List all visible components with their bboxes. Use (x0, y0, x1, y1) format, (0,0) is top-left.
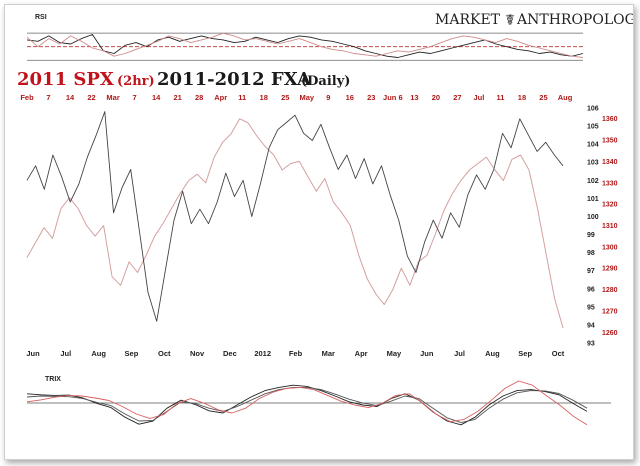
bottom-axis-label: 2012 (254, 349, 271, 358)
bottom-axis-label: Jun (26, 349, 40, 358)
spx-axis-tick: 1260 (602, 330, 618, 337)
top-axis-label: 11 (238, 93, 246, 102)
spx-axis-tick: 1280 (602, 287, 618, 294)
spx-axis-tick: 1350 (602, 138, 618, 145)
bottom-axis-label: Jun (420, 349, 434, 358)
bottom-axis-label: Dec (223, 349, 237, 358)
fxa-axis-tick: 99 (587, 232, 595, 239)
spx-axis-tick: 1360 (602, 116, 618, 123)
fxa-axis-tick: 93 (587, 341, 595, 348)
top-axis-label: Apr (214, 93, 227, 102)
rsi-line-0 (26, 34, 584, 58)
price-series (26, 111, 564, 329)
top-axis-label: 27 (453, 93, 461, 102)
rsi-line-1 (26, 32, 584, 58)
spx-axis-tick: 1290 (602, 266, 618, 273)
title-fxa: 2011-2012 FXA (157, 69, 312, 90)
spx-price-line (26, 118, 564, 329)
bottom-axis-label: Oct (158, 349, 171, 358)
spx-axis-tick: 1320 (602, 202, 618, 209)
top-axis-label: Jun 6 (383, 93, 403, 102)
bottom-axis-label: Sep (125, 349, 139, 358)
top-axis-label: 18 (518, 93, 526, 102)
fxa-axis-tick: 100 (587, 214, 599, 221)
main-price-panel: 93 94 95 96 97 98 99 100 101 102 103 104 105 106 1260… (26, 106, 618, 348)
top-axis-label: 7 (133, 93, 137, 102)
top-axis-label: Aug (558, 93, 573, 102)
top-axis-label: 22 (87, 93, 95, 102)
fxa-axis-tick: 94 (587, 322, 595, 329)
fxa-axis-tick: 104 (587, 142, 599, 149)
fxa-axis-tick: 98 (587, 250, 595, 257)
rsi-label: RSI (35, 14, 47, 21)
top-axis-label: Feb (20, 93, 34, 102)
top-axis-label: 25 (539, 93, 547, 102)
trix-line-1 (26, 386, 588, 424)
top-axis-label: 11 (496, 93, 504, 102)
spx-axis-tick: 1330 (602, 180, 618, 187)
fxa-axis-tick: 106 (587, 106, 599, 113)
trix-line-2 (26, 380, 588, 426)
bottom-axis-label: Mar (322, 349, 335, 358)
bottom-axis-label: Sep (518, 349, 532, 358)
trix-label: TRIX (45, 376, 61, 383)
chart-frame: MARKET ☤ ANTHROPOLOGY RSI 2011 SPX (2hr)… (4, 4, 634, 460)
rsi-series (26, 32, 584, 58)
spx-price-axis: 1260 1270 1280 1290 1300 1310 1320 1330 1340 1350… (602, 116, 618, 337)
trix-line-0 (26, 384, 588, 426)
top-axis-label: 28 (195, 93, 203, 102)
top-axis-label: 13 (410, 93, 418, 102)
top-axis-label: 14 (152, 93, 161, 102)
top-axis-label: 14 (66, 93, 75, 102)
logo-word-2: ANTHROPOLOGY (516, 12, 633, 28)
fxa-axis-tick: 102 (587, 178, 599, 185)
spx-axis-tick: 1270 (602, 308, 618, 315)
spx-axis-tick: 1300 (602, 244, 618, 251)
bottom-date-axis: Jun Jul Aug Sep Oct Nov Dec 2012 Feb Mar Apr May Jun… (26, 349, 564, 358)
fxa-axis-tick: 105 (587, 124, 599, 131)
chart-canvas: MARKET ☤ ANTHROPOLOGY RSI 2011 SPX (2hr)… (17, 11, 633, 426)
top-axis-label: Jul (473, 93, 484, 102)
bottom-axis-label: May (387, 349, 402, 358)
top-axis-label: 18 (260, 93, 268, 102)
rsi-level-lines (27, 32, 583, 61)
top-axis-label: 7 (46, 93, 50, 102)
bottom-axis-label: Nov (190, 349, 205, 358)
title-spx-sub: (2hr) (117, 74, 155, 89)
top-axis-label: 23 (367, 93, 375, 102)
fxa-price-axis: 93 94 95 96 97 98 99 100 101 102 103 104 105 106 (587, 106, 599, 348)
bottom-axis-label: Apr (355, 349, 368, 358)
bottom-axis-label: Jul (454, 349, 465, 358)
chart-title: 2011 SPX (2hr) 2011-2012 FXA (Daily) (17, 69, 350, 90)
bottom-axis-label: Feb (289, 349, 303, 358)
fxa-axis-tick: 97 (587, 268, 595, 275)
trix-series (26, 380, 588, 426)
fxa-axis-tick: 96 (587, 286, 595, 293)
bottom-axis-label: Aug (91, 349, 106, 358)
bottom-axis-label: Jul (60, 349, 71, 358)
spx-axis-tick: 1340 (602, 159, 618, 166)
logo-helix-icon: ☤ (505, 11, 515, 29)
top-axis-label: 9 (326, 93, 330, 102)
rsi-panel: RSI (26, 14, 584, 61)
top-axis-label: 16 (346, 93, 354, 102)
trix-panel: TRIX (26, 376, 611, 426)
top-axis-label: 20 (432, 93, 440, 102)
top-axis-label: May (299, 93, 314, 102)
title-fxa-sub: (Daily) (301, 74, 350, 89)
top-axis-label: 21 (173, 93, 181, 102)
bottom-axis-label: Aug (485, 349, 500, 358)
title-spx: 2011 SPX (17, 69, 114, 90)
bottom-axis-label: Oct (552, 349, 565, 358)
logo-word-1: MARKET (435, 12, 501, 28)
fxa-axis-tick: 103 (587, 160, 599, 167)
top-axis-label: Mar (106, 93, 119, 102)
spx-axis-tick: 1310 (602, 223, 618, 230)
fxa-axis-tick: 101 (587, 196, 599, 203)
top-axis-label: 25 (281, 93, 289, 102)
fxa-price-line (26, 111, 564, 322)
logo: MARKET ☤ ANTHROPOLOGY (435, 11, 633, 29)
top-date-axis: Feb 7 14 22 Mar 7 14 21 28 Apr 11 18 25 May 9 16 23 Jun 6… (20, 93, 572, 102)
fxa-axis-tick: 95 (587, 304, 595, 311)
